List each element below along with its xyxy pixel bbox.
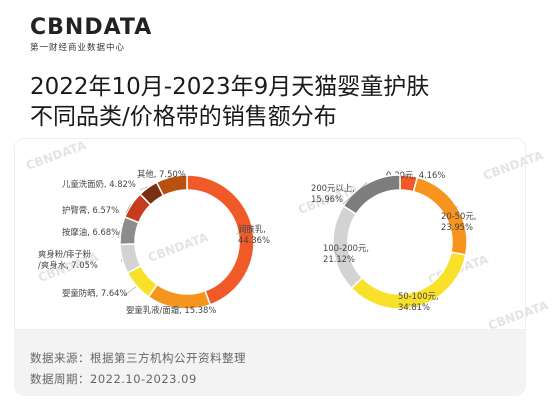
donut2-slice-4 [342, 174, 401, 216]
donut1-leader-6 [139, 186, 148, 191]
donut1-label-2: 婴童防晒, 7.64% [62, 288, 127, 298]
donut2-label-2: 50-100元, 34.81% [398, 291, 439, 312]
donut2-leader-1 [451, 205, 458, 213]
donut1-label-4: 按摩油, 6.68% [62, 227, 119, 237]
donut1-label-5: 护臀膏, 6.57% [62, 205, 119, 215]
brand-subtitle: 第一财经商业数据中心 [30, 43, 126, 53]
brand-logo: CBNDATA [30, 15, 153, 40]
donut1-leader-3 [120, 259, 123, 263]
donut2-leader-4 [342, 182, 368, 205]
donut1-leader-7 [165, 175, 172, 181]
brand: CBNDATA 第一财经商业数据中心 [30, 15, 153, 54]
title-line-2: 不同品类/价格带的销售额分布 [30, 104, 337, 130]
donut2-label-3: 100-200元, 21.12% [323, 243, 369, 264]
donut1-leader-4 [117, 230, 121, 239]
donut1-label-7: 其他, 7.50% [137, 169, 186, 179]
donut1-leader-1 [175, 302, 179, 310]
donut2-leader-0 [403, 174, 409, 177]
data-source: 数据来源：根据第三方机构公开资料整理 [30, 351, 246, 365]
watermark-text: CBNDATA [146, 230, 211, 265]
watermark-text: CBNDATA [486, 298, 551, 333]
donut2-label-1: 20-50元, 23.95% [441, 211, 476, 232]
chart-card [14, 138, 526, 396]
donut1-slice-7 [155, 174, 188, 197]
donut2-leader-3 [332, 248, 343, 263]
donut1-label-1: 婴童乳液/面霜, 15.38% [126, 305, 216, 315]
chart-panel [14, 138, 526, 330]
donut1-leader-2 [123, 286, 137, 297]
donut2-label-4: 200元以上, 15.96% [311, 183, 355, 204]
donut2-label-0: 0-20元, 4.16% [386, 170, 445, 180]
data-period: 数据周期：2022.10-2023.09 [30, 372, 197, 386]
donut1-label-0: 润肤乳, 44.36% [238, 224, 270, 245]
watermark-text: CBNDATA [481, 148, 546, 183]
donut1-leader-5 [125, 204, 131, 214]
watermark-text: CBNDATA [24, 138, 89, 173]
donut1-leader-0 [235, 229, 255, 235]
title-line-1: 2022年10月-2023年9月天猫婴童护肤 [30, 74, 430, 100]
page-title: 2022年10月-2023年9月天猫婴童护肤 不同品类/价格带的销售额分布 [30, 72, 530, 132]
donut1-label-6: 儿童洗面奶, 4.82% [62, 179, 136, 189]
donut2-leader-2 [407, 303, 419, 308]
donut1-label-3: 爽身粉/痱子粉/爽身水, 7.05% [38, 249, 98, 270]
